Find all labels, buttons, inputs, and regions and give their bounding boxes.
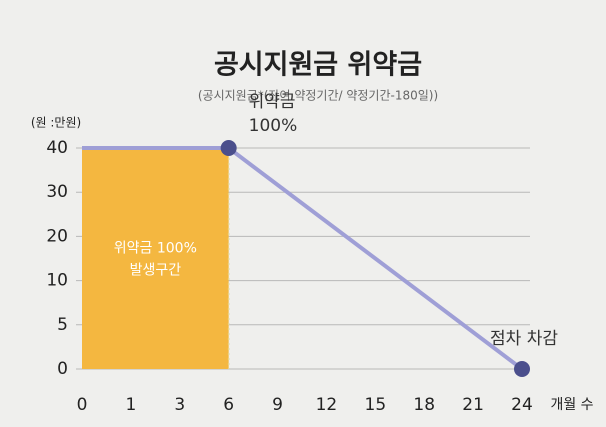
x-tick-label: 6 [223, 395, 234, 415]
x-tick-label: 1 [125, 395, 136, 415]
x-tick-label: 21 [462, 395, 484, 415]
y-tick-label: 40 [46, 138, 68, 158]
y-tick-label: 0 [57, 359, 68, 379]
x-unit: 개월 수 [550, 397, 593, 413]
x-tick-label: 9 [272, 395, 283, 415]
y-unit: (원 :만원) [31, 116, 81, 130]
x-tick-label: 3 [174, 395, 185, 415]
y-tick-label: 20 [46, 226, 68, 246]
x-tick-label: 12 [316, 395, 338, 415]
x-tick-label: 24 [511, 395, 533, 415]
y-tick-label: 10 [46, 271, 68, 291]
x-tick-label: 0 [77, 395, 88, 415]
point-marker [514, 361, 530, 377]
y-tick-label: 5 [57, 315, 68, 335]
shaded-region [82, 148, 229, 369]
x-tick-label: 18 [413, 395, 435, 415]
y-tick-label: 30 [46, 182, 68, 202]
annotation: 100% [249, 116, 298, 136]
region-label: 발생구간 [130, 263, 182, 279]
chart-title: 공시지원금 위약금 [214, 50, 422, 81]
annotation: 위약금 [249, 92, 296, 112]
region-label: 위약금 100% [114, 241, 197, 257]
x-tick-label: 15 [365, 395, 387, 415]
point-marker [220, 140, 237, 156]
annotation: 점차 차감 [490, 329, 558, 349]
chart-subtitle: (공시지원금*(잔여 약정기간/ 약정기간-180일)) [198, 88, 438, 103]
